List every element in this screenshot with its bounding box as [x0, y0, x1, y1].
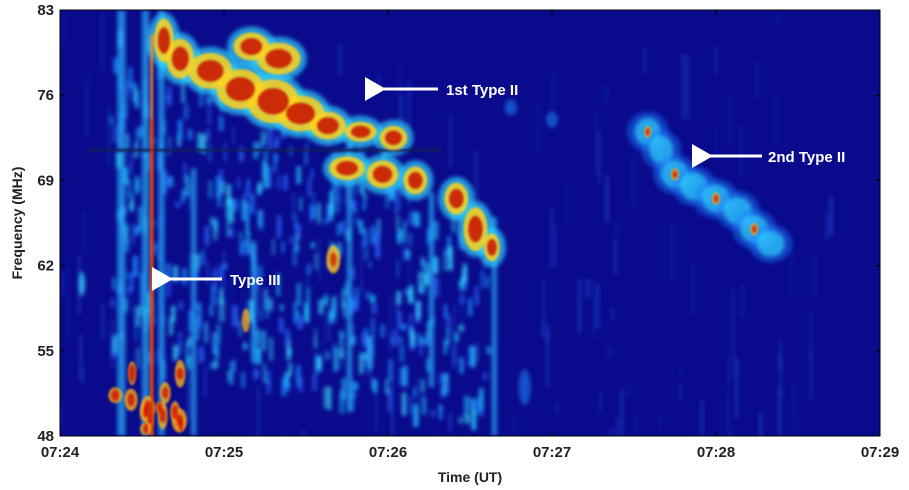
x-tick-label: 07:28 [697, 444, 735, 461]
x-axis-label: Time (UT) [438, 469, 502, 485]
x-tick-label: 07:26 [369, 444, 407, 461]
emission-layer [60, 10, 833, 436]
annotation-1st-type-ii: 1st Type II [365, 77, 518, 101]
annotation-label: 1st Type II [446, 82, 518, 99]
annotation-2nd-type-ii: 2nd Type II [692, 144, 845, 168]
y-axis: 48 55 62 69 76 83 [37, 2, 880, 445]
x-tick-label: 07:25 [205, 444, 243, 461]
y-tick-label: 83 [37, 2, 54, 19]
y-tick-label: 55 [37, 343, 54, 360]
annotation-label: 2nd Type II [768, 149, 845, 166]
x-tick-label: 07:24 [41, 444, 80, 461]
y-tick-label: 76 [37, 87, 54, 104]
y-tick-label: 48 [37, 428, 54, 445]
plot-frame [59, 9, 881, 437]
y-tick-label: 69 [37, 172, 54, 189]
x-axis: 07:24 07:25 07:26 07:27 07:28 07:29 [41, 10, 899, 461]
y-axis-label: Frequency (MHz) [9, 167, 25, 280]
annotation-type-iii: Type III [152, 267, 281, 291]
x-tick-label: 07:29 [861, 444, 899, 461]
y-tick-label: 62 [37, 258, 54, 275]
annotation-label: Type III [230, 272, 281, 289]
x-tick-label: 07:27 [533, 444, 571, 461]
